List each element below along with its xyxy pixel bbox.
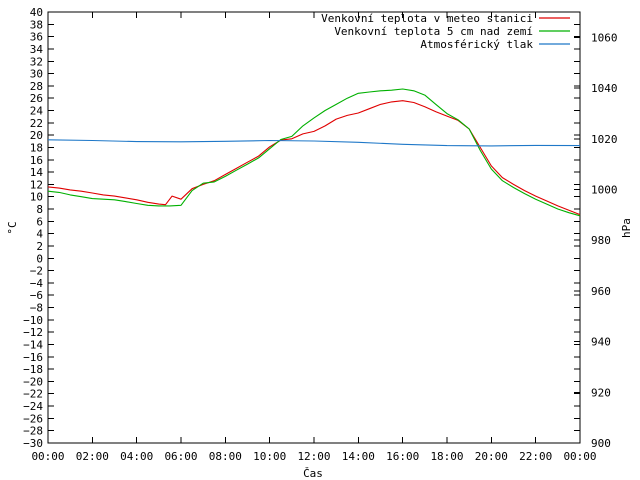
y2-tick-label: 960 <box>591 285 611 298</box>
x-tick-label: 10:00 <box>253 450 286 463</box>
y2-tick-label: 900 <box>591 437 611 450</box>
x-axis-title: Čas <box>303 467 323 480</box>
y-tick-label: 0 <box>36 252 43 265</box>
legend-label-3: Atmosférický tlak <box>420 38 533 51</box>
x-tick-label: 18:00 <box>430 450 463 463</box>
y-tick-label: 14 <box>30 166 44 179</box>
legend: Venkovní teplota v meteo staniciVenkovní… <box>321 12 570 51</box>
y-tick-label: 6 <box>36 215 43 228</box>
y-tick-label: 8 <box>36 203 43 216</box>
y-tick-label: 16 <box>30 154 43 167</box>
y-tick-label: −30 <box>23 437 43 450</box>
y2-tick-label: 1000 <box>591 183 618 196</box>
series-line-2 <box>47 88 581 217</box>
y-tick-label: −4 <box>30 277 44 290</box>
legend-label-1: Venkovní teplota v meteo stanici <box>321 12 533 25</box>
y2-tick-label: 1020 <box>591 133 618 146</box>
y-tick-label: −26 <box>23 412 43 425</box>
x-tick-label: 14:00 <box>342 450 375 463</box>
y-tick-label: 28 <box>30 80 43 93</box>
x-tick-label: 02:00 <box>76 450 109 463</box>
y-tick-label: −2 <box>30 265 43 278</box>
y-tick-label: 4 <box>36 228 43 241</box>
y-tick-label: −12 <box>23 326 43 339</box>
series-line-1 <box>47 100 581 216</box>
y-tick-label: 36 <box>30 31 43 44</box>
x-tick-label: 12:00 <box>297 450 330 463</box>
series-layer <box>47 88 581 217</box>
y-tick-label: 38 <box>30 18 43 31</box>
y2-tick-label: 1040 <box>591 82 618 95</box>
y2-axis-title: hPa <box>620 218 633 238</box>
y-tick-label: −28 <box>23 425 43 438</box>
axes-layer: −30−28−26−24−22−20−18−16−14−12−10−8−6−4−… <box>23 6 617 463</box>
y-tick-label: −10 <box>23 314 43 327</box>
y-tick-label: 34 <box>30 43 44 56</box>
y-tick-label: −16 <box>23 351 43 364</box>
y2-tick-label: 1060 <box>591 31 618 44</box>
y-tick-label: −6 <box>30 289 43 302</box>
x-tick-label: 04:00 <box>120 450 153 463</box>
series-line-3 <box>47 139 581 147</box>
plot-frame <box>47 11 581 444</box>
y-tick-label: 10 <box>30 191 43 204</box>
legend-label-2: Venkovní teplota 5 cm nad zemí <box>334 25 533 38</box>
y2-tick-label: 980 <box>591 234 611 247</box>
y-tick-label: 22 <box>30 117 43 130</box>
x-tick-label: 16:00 <box>386 450 419 463</box>
y-tick-label: −24 <box>23 400 43 413</box>
y-tick-label: −8 <box>30 302 43 315</box>
x-tick-label: 22:00 <box>519 450 552 463</box>
x-tick-label: 06:00 <box>164 450 197 463</box>
y-tick-label: 32 <box>30 55 43 68</box>
y-tick-label: 18 <box>30 141 43 154</box>
y-tick-label: −22 <box>23 388 43 401</box>
y2-tick-label: 940 <box>591 336 611 349</box>
x-tick-label: 20:00 <box>475 450 508 463</box>
y-tick-label: −20 <box>23 375 43 388</box>
x-tick-label: 08:00 <box>209 450 242 463</box>
y-tick-label: 26 <box>30 92 43 105</box>
x-tick-label: 00:00 <box>31 450 64 463</box>
y-tick-label: 24 <box>30 105 44 118</box>
y-tick-label: 12 <box>30 178 43 191</box>
y2-tick-label: 920 <box>591 386 611 399</box>
y-tick-label: −18 <box>23 363 43 376</box>
y-tick-label: −14 <box>23 338 43 351</box>
y-axis-title: °C <box>6 221 19 234</box>
y-tick-label: 20 <box>30 129 43 142</box>
y-tick-label: 2 <box>36 240 43 253</box>
y-tick-label: 30 <box>30 68 43 81</box>
x-tick-label: 00:00 <box>563 450 596 463</box>
y-tick-label: 40 <box>30 6 43 19</box>
